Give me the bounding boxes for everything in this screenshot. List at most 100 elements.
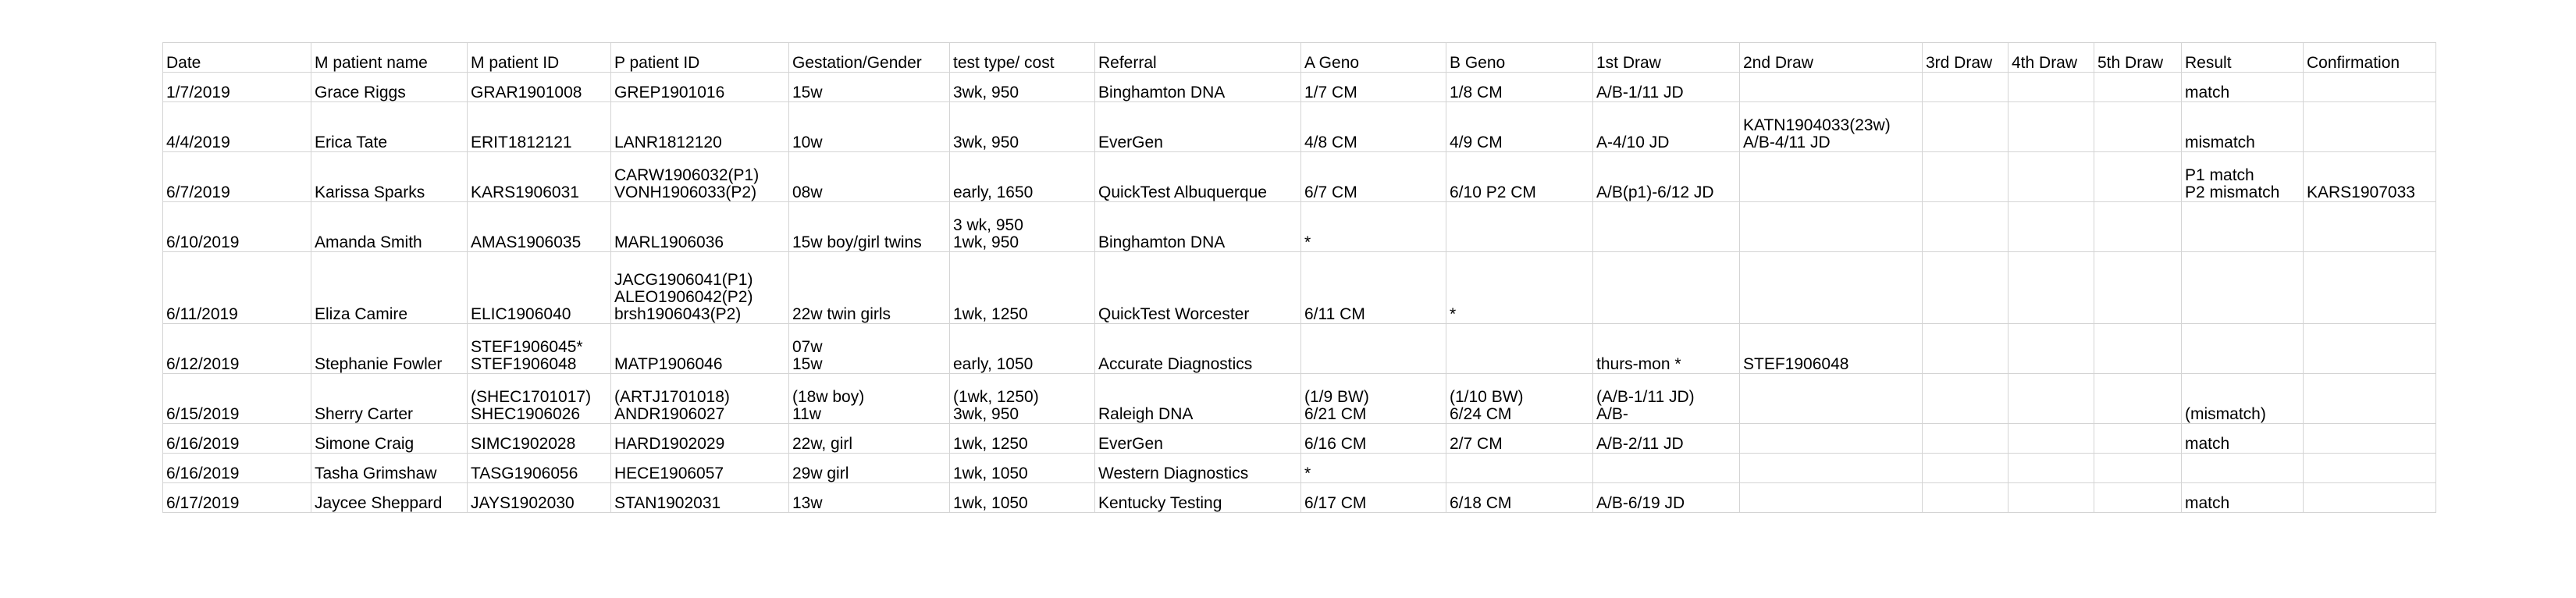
table-cell[interactable]: EverGen <box>1094 423 1301 454</box>
table-cell[interactable]: 13w <box>788 482 950 513</box>
table-cell[interactable]: STEF1906045* STEF1906048 <box>467 323 611 374</box>
table-cell[interactable]: (18w boy) 11w <box>788 373 950 424</box>
table-cell[interactable]: 1wk, 1250 <box>949 251 1095 324</box>
table-cell[interactable]: 1wk, 1250 <box>949 423 1095 454</box>
table-cell[interactable] <box>2094 151 2182 202</box>
table-cell[interactable] <box>1922 453 2008 483</box>
table-cell[interactable]: JACG1906041(P1) ALEO1906042(P2) brsh1906… <box>610 251 789 324</box>
table-cell[interactable]: 6/15/2019 <box>162 373 311 424</box>
table-cell[interactable] <box>2303 423 2436 454</box>
table-cell[interactable] <box>1922 101 2008 152</box>
table-cell[interactable]: HARD1902029 <box>610 423 789 454</box>
table-cell[interactable]: Jaycee Sheppard <box>311 482 468 513</box>
table-cell[interactable]: early, 1650 <box>949 151 1095 202</box>
table-cell[interactable] <box>1592 251 1740 324</box>
table-cell[interactable]: * <box>1300 453 1446 483</box>
header-cell[interactable]: Gestation/Gender <box>788 42 950 73</box>
table-cell[interactable]: 4/8 CM <box>1300 101 1446 152</box>
table-cell[interactable] <box>2303 201 2436 252</box>
table-cell[interactable] <box>1922 72 2008 102</box>
table-cell[interactable]: Amanda Smith <box>311 201 468 252</box>
table-cell[interactable]: 4/9 CM <box>1446 101 1593 152</box>
header-cell[interactable]: test type/ cost <box>949 42 1095 73</box>
table-cell[interactable] <box>2094 101 2182 152</box>
table-cell[interactable] <box>1922 373 2008 424</box>
table-cell[interactable]: 6/17 CM <box>1300 482 1446 513</box>
table-cell[interactable]: 6/10 P2 CM <box>1446 151 1593 202</box>
table-cell[interactable] <box>2008 423 2094 454</box>
table-cell[interactable]: (A/B-1/11 JD) A/B- <box>1592 373 1740 424</box>
table-cell[interactable]: 08w <box>788 151 950 202</box>
table-cell[interactable] <box>2008 201 2094 252</box>
table-cell[interactable]: A-4/10 JD <box>1592 101 1740 152</box>
table-cell[interactable]: Tasha Grimshaw <box>311 453 468 483</box>
header-cell[interactable]: 4th Draw <box>2008 42 2094 73</box>
table-cell[interactable]: match <box>2181 482 2304 513</box>
table-cell[interactable] <box>1922 323 2008 374</box>
table-cell[interactable]: Binghamton DNA <box>1094 72 1301 102</box>
header-cell[interactable]: Date <box>162 42 311 73</box>
table-cell[interactable] <box>2094 453 2182 483</box>
table-cell[interactable] <box>2094 323 2182 374</box>
table-cell[interactable]: 3wk, 950 <box>949 72 1095 102</box>
table-cell[interactable]: 15w <box>788 72 950 102</box>
table-cell[interactable]: 15w boy/girl twins <box>788 201 950 252</box>
table-cell[interactable] <box>1446 323 1593 374</box>
table-cell[interactable] <box>2094 373 2182 424</box>
table-cell[interactable]: 6/16/2019 <box>162 423 311 454</box>
table-cell[interactable]: 6/16 CM <box>1300 423 1446 454</box>
table-cell[interactable]: TASG1906056 <box>467 453 611 483</box>
table-cell[interactable]: mismatch <box>2181 101 2304 152</box>
table-cell[interactable] <box>2094 423 2182 454</box>
table-cell[interactable]: match <box>2181 72 2304 102</box>
table-cell[interactable]: 29w girl <box>788 453 950 483</box>
table-cell[interactable] <box>2008 151 2094 202</box>
table-cell[interactable] <box>2008 323 2094 374</box>
table-cell[interactable]: A/B-6/19 JD <box>1592 482 1740 513</box>
table-cell[interactable]: MARL1906036 <box>610 201 789 252</box>
table-cell[interactable]: CARW1906032(P1) VONH1906033(P2) <box>610 151 789 202</box>
table-cell[interactable] <box>1922 201 2008 252</box>
table-cell[interactable] <box>2303 482 2436 513</box>
table-cell[interactable]: STEF1906048 <box>1739 323 1923 374</box>
table-cell[interactable]: GREP1901016 <box>610 72 789 102</box>
table-cell[interactable]: KARS1907033 <box>2303 151 2436 202</box>
table-cell[interactable]: P1 match P2 mismatch <box>2181 151 2304 202</box>
table-cell[interactable]: A/B(p1)-6/12 JD <box>1592 151 1740 202</box>
table-cell[interactable]: thurs-mon * <box>1592 323 1740 374</box>
table-cell[interactable]: (ARTJ1701018) ANDR1906027 <box>610 373 789 424</box>
table-cell[interactable]: ELIC1906040 <box>467 251 611 324</box>
header-cell[interactable]: B Geno <box>1446 42 1593 73</box>
table-cell[interactable]: (1/10 BW) 6/24 CM <box>1446 373 1593 424</box>
table-cell[interactable] <box>1446 201 1593 252</box>
table-cell[interactable] <box>2181 251 2304 324</box>
table-cell[interactable] <box>1739 151 1923 202</box>
table-cell[interactable]: 4/4/2019 <box>162 101 311 152</box>
table-cell[interactable]: * <box>1446 251 1593 324</box>
table-cell[interactable] <box>2008 101 2094 152</box>
table-cell[interactable]: ERIT1812121 <box>467 101 611 152</box>
table-cell[interactable]: 1/8 CM <box>1446 72 1593 102</box>
header-cell[interactable]: Confirmation <box>2303 42 2436 73</box>
table-cell[interactable]: GRAR1901008 <box>467 72 611 102</box>
table-cell[interactable]: A/B-1/11 JD <box>1592 72 1740 102</box>
table-cell[interactable]: Raleigh DNA <box>1094 373 1301 424</box>
table-cell[interactable]: 22w twin girls <box>788 251 950 324</box>
table-cell[interactable] <box>2303 101 2436 152</box>
table-cell[interactable]: Western Diagnostics <box>1094 453 1301 483</box>
table-cell[interactable]: Sherry Carter <box>311 373 468 424</box>
table-cell[interactable]: Stephanie Fowler <box>311 323 468 374</box>
table-cell[interactable]: 3 wk, 950 1wk, 950 <box>949 201 1095 252</box>
header-cell[interactable]: M patient ID <box>467 42 611 73</box>
table-cell[interactable] <box>2094 251 2182 324</box>
table-cell[interactable] <box>1592 453 1740 483</box>
header-cell[interactable]: 2nd Draw <box>1739 42 1923 73</box>
header-cell[interactable]: M patient name <box>311 42 468 73</box>
table-cell[interactable]: 1wk, 1050 <box>949 453 1095 483</box>
table-cell[interactable] <box>1739 201 1923 252</box>
table-cell[interactable]: 07w 15w <box>788 323 950 374</box>
table-cell[interactable]: 6/11/2019 <box>162 251 311 324</box>
table-cell[interactable]: KATN1904033(23w) A/B-4/11 JD <box>1739 101 1923 152</box>
table-cell[interactable] <box>1922 251 2008 324</box>
table-cell[interactable] <box>2008 373 2094 424</box>
